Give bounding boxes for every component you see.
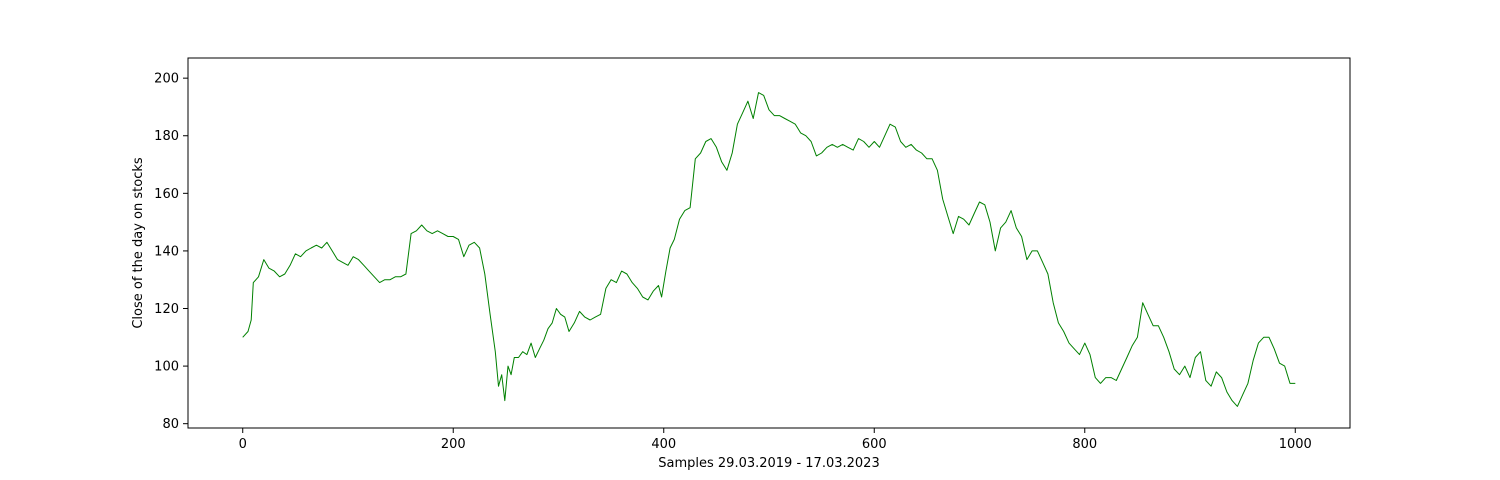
series-line-0 [242, 92, 1296, 407]
x-tick-label: 800 [1072, 437, 1097, 452]
x-tick-label: 200 [441, 437, 466, 452]
x-tick-label: 1000 [1279, 437, 1312, 452]
y-tick-label: 200 [154, 72, 179, 87]
plot-area [242, 92, 1296, 407]
x-axis-ticks: 0 200 400 600 800 1000 [239, 428, 1312, 452]
x-tick-label: 400 [651, 437, 676, 452]
y-tick-label: 80 [162, 417, 179, 432]
y-axis-ticks: 80 100 120 140 160 180 200 [154, 72, 188, 432]
x-tick-label: 0 [239, 437, 247, 452]
y-axis-label: Close of the day on stocks [131, 157, 146, 329]
y-tick-label: 140 [154, 244, 179, 259]
x-axis-label: Samples 29.03.2019 - 17.03.2023 [658, 456, 879, 471]
axes-frame [187, 57, 1351, 429]
y-tick-label: 160 [154, 187, 179, 202]
y-tick-label: 120 [154, 302, 179, 317]
y-tick-label: 180 [154, 129, 179, 144]
y-tick-label: 100 [154, 360, 179, 375]
x-tick-label: 600 [862, 437, 887, 452]
